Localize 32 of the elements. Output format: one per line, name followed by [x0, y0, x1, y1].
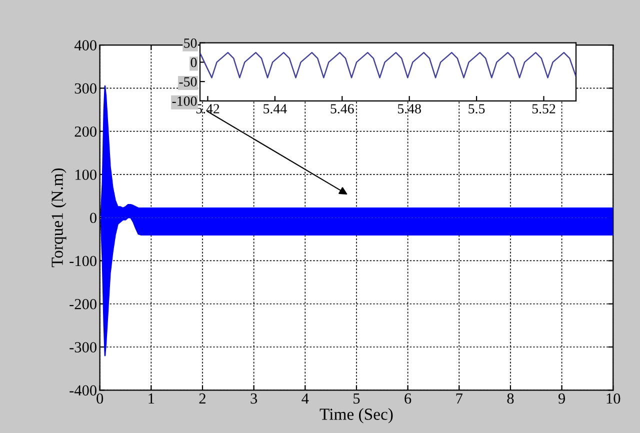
- y-tick-label: -100: [70, 256, 96, 266]
- y-tick-label: 400: [74, 40, 96, 50]
- x-tick-label: 7: [456, 394, 463, 404]
- x-tick-label: 5: [354, 394, 360, 404]
- y-tick-label: 200: [74, 126, 96, 137]
- x-tick-label: 5.46: [330, 104, 354, 114]
- x-tick-label: 5.44: [264, 104, 287, 114]
- x-tick-label: 5.48: [398, 104, 421, 114]
- y-tick-label: -50: [179, 77, 197, 87]
- y-tick-label: -100: [172, 96, 197, 106]
- x-tick-label: 5.5: [468, 104, 485, 114]
- x-axis-title: Time (Sec): [320, 408, 393, 424]
- y-axis-title: Torque1 (N.m): [51, 168, 66, 268]
- y-tick-label: 300: [74, 83, 96, 94]
- x-tick-label: 5.52: [532, 104, 556, 114]
- y-tick-label: 100: [75, 170, 96, 180]
- x-tick-label: 6: [404, 393, 412, 404]
- y-tick-label: 0: [90, 212, 96, 224]
- x-tick-label: 3: [250, 393, 258, 404]
- y-tick-label: 50: [184, 38, 197, 48]
- x-tick-label: 9: [558, 393, 565, 404]
- x-tick-label: 2: [199, 393, 206, 404]
- line-series: [200, 52, 576, 78]
- y-tick-label: 0: [190, 58, 197, 68]
- x-tick-label: 8: [507, 393, 514, 404]
- y-tick-label: -300: [70, 342, 96, 352]
- x-tick-label: 10: [606, 393, 620, 404]
- y-tick-label: -200: [70, 299, 96, 310]
- y-tick-label: -400: [70, 385, 96, 396]
- x-tick-label: 4: [302, 393, 309, 404]
- x-tick-label: 1: [148, 393, 154, 404]
- x-tick-label: 0: [96, 393, 104, 404]
